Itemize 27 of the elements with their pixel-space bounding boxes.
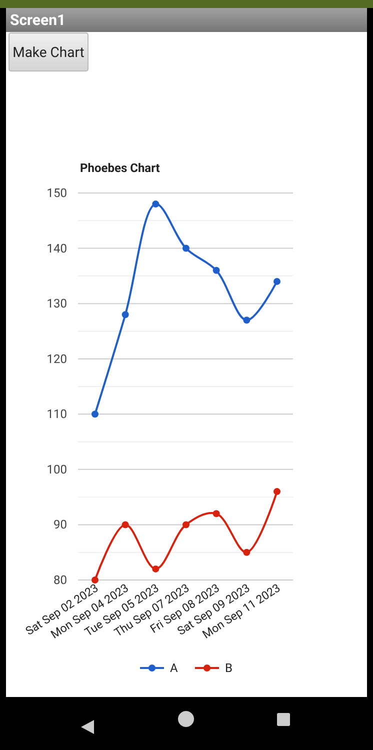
point bbox=[182, 521, 190, 528]
legend-label: B bbox=[225, 661, 232, 675]
y-tick-label: 100 bbox=[46, 462, 68, 476]
point bbox=[212, 266, 220, 274]
y-tick-label: 120 bbox=[46, 352, 68, 366]
y-tick-label: 80 bbox=[54, 573, 68, 587]
text: Screen1 bbox=[10, 11, 66, 29]
legend-label: A bbox=[170, 661, 178, 675]
point bbox=[122, 311, 129, 318]
text: Make Chart bbox=[12, 45, 85, 61]
y-tick-label: 90 bbox=[54, 518, 68, 532]
point bbox=[92, 410, 98, 418]
point bbox=[152, 200, 160, 208]
point bbox=[243, 548, 250, 556]
point bbox=[274, 278, 280, 285]
point bbox=[92, 576, 98, 584]
point bbox=[152, 565, 160, 572]
point bbox=[212, 510, 220, 518]
chart-title: Phoebes Chart bbox=[80, 161, 160, 175]
y-tick-label: 150 bbox=[46, 186, 68, 200]
y-tick-label: 130 bbox=[46, 296, 68, 311]
y-tick-label: 140 bbox=[46, 241, 68, 256]
point bbox=[274, 488, 280, 496]
y-tick-label: 110 bbox=[46, 407, 68, 422]
point bbox=[182, 244, 190, 252]
point bbox=[122, 521, 129, 528]
point bbox=[243, 316, 250, 324]
